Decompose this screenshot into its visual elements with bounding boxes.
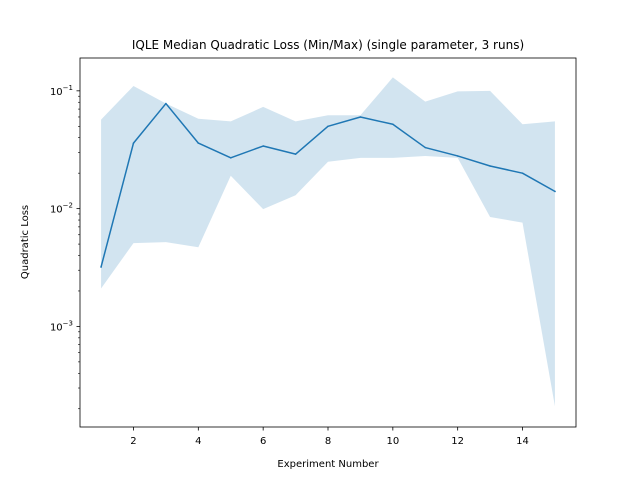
data-point: [456, 155, 459, 157]
data-point: [392, 123, 394, 126]
chart-title: IQLE Median Quadratic Loss (Min/Max) (si…: [132, 38, 524, 52]
x-tick-label: 12: [451, 436, 464, 447]
x-tick-label: 4: [195, 436, 201, 447]
data-point: [327, 125, 329, 128]
y-tick-label: 10−2: [50, 202, 73, 216]
data-point: [230, 157, 232, 159]
x-tick-label: 6: [260, 436, 266, 447]
data-point: [521, 172, 524, 174]
axis-ticks: 2 4 6 8 10 12 14 10−3 10−2 10−1: [50, 84, 529, 447]
data-point: [197, 142, 200, 144]
min-max-band: [101, 77, 555, 407]
data-point: [424, 146, 426, 149]
y-axis-label: Quadratic Loss: [20, 205, 31, 279]
data-point: [489, 165, 491, 167]
x-tick-label: 8: [325, 436, 331, 447]
data-point: [262, 145, 264, 147]
data-point: [554, 190, 556, 193]
x-tick-label: 10: [386, 436, 399, 447]
x-tick-label: 2: [130, 436, 136, 447]
y-tick-label: 10−1: [50, 84, 73, 98]
data-point: [165, 102, 167, 105]
x-axis-label: Experiment Number: [277, 459, 379, 470]
plot-area: [100, 77, 556, 407]
data-point: [132, 142, 135, 144]
data-point: [100, 266, 102, 268]
x-tick-label: 14: [516, 436, 529, 447]
y-tick-label: 10−3: [50, 319, 73, 333]
data-point: [294, 153, 297, 155]
data-point: [359, 116, 362, 118]
